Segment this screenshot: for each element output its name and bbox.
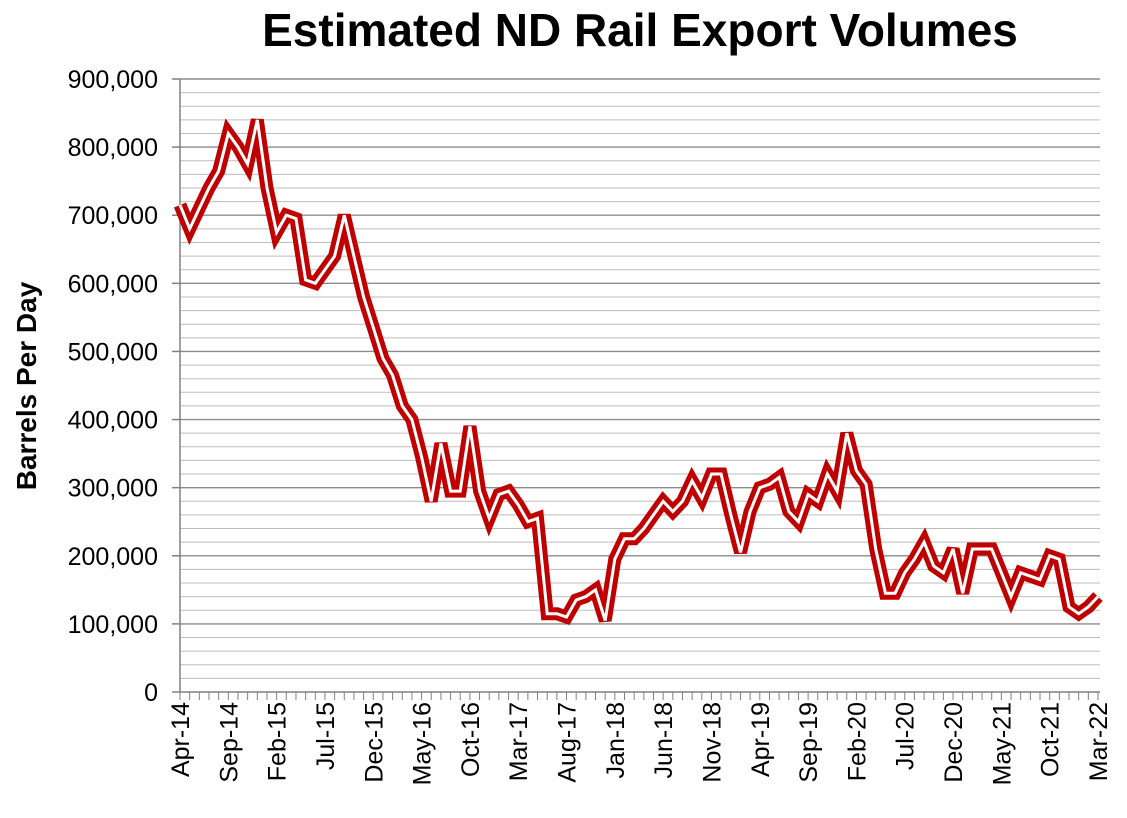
chart-title: Estimated ND Rail Export Volumes bbox=[262, 4, 1018, 56]
y-tick-label: 800,000 bbox=[68, 134, 158, 162]
x-tick-label: Nov-18 bbox=[698, 702, 726, 783]
series-line bbox=[173, 118, 1103, 626]
x-tick-label: Feb-20 bbox=[843, 702, 871, 781]
x-tick-label: Jan-18 bbox=[602, 702, 630, 778]
x-tick-label: Mar-17 bbox=[505, 702, 533, 781]
x-tick-label: Sep-14 bbox=[215, 702, 243, 783]
x-tick-label: Apr-19 bbox=[747, 702, 775, 777]
x-tick-label: Oct-16 bbox=[457, 702, 485, 777]
x-tick-label: Oct-21 bbox=[1037, 702, 1065, 777]
y-tick-label: 900,000 bbox=[68, 66, 158, 94]
gridlines bbox=[180, 78, 1100, 679]
x-tick-label: Mar-22 bbox=[1085, 702, 1113, 781]
y-tick-label: 200,000 bbox=[68, 543, 158, 571]
x-tick-label: Dec-20 bbox=[940, 702, 968, 783]
y-axis-label: Barrels Per Day bbox=[11, 281, 42, 490]
y-tick-label: 700,000 bbox=[68, 202, 158, 230]
x-tick-label: Dec-15 bbox=[360, 702, 388, 783]
x-tick-label: Jul-20 bbox=[892, 702, 920, 770]
x-tick-label: Apr-14 bbox=[167, 702, 195, 777]
y-tick-label: 100,000 bbox=[68, 611, 158, 639]
y-tick-labels: 0 100,000 200,000 300,000 400,000 500,000 600,… bbox=[68, 66, 158, 707]
series-line-inner bbox=[178, 119, 1100, 621]
x-tick-label: Aug-17 bbox=[554, 702, 582, 783]
x-tick-labels: Apr-14 Sep-14 Feb-15 Jul-15 Dec-15 May-16 Oct-… bbox=[167, 702, 1113, 785]
series-line-outer bbox=[173, 118, 1103, 626]
x-tick-label: May-21 bbox=[988, 702, 1016, 785]
y-tick-label: 400,000 bbox=[68, 407, 158, 435]
x-tick-label: Sep-19 bbox=[795, 702, 823, 783]
x-tick-label: Jun-18 bbox=[650, 702, 678, 778]
x-tick-label: Feb-15 bbox=[264, 702, 292, 781]
x-tick-label: Jul-15 bbox=[312, 702, 340, 770]
x-tick-label: May-16 bbox=[409, 702, 437, 785]
y-tick-label: 600,000 bbox=[68, 270, 158, 298]
axes bbox=[172, 78, 1100, 700]
y-tick-label: 0 bbox=[144, 679, 158, 707]
y-tick-label: 300,000 bbox=[68, 475, 158, 503]
y-tick-label: 500,000 bbox=[68, 338, 158, 366]
